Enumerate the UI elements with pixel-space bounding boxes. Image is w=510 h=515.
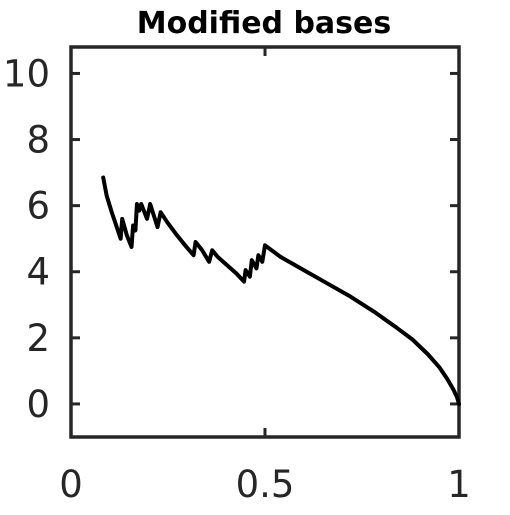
y-tick-label: 2 [26, 317, 50, 360]
series-line [101, 175, 461, 406]
x-tick-label: 0.5 [236, 463, 295, 506]
chart-title: Modified bases [137, 6, 392, 41]
x-tick-label: 0 [59, 463, 83, 506]
axis-ticks [69, 47, 461, 437]
y-tick-label: 6 [26, 185, 50, 228]
y-tick-label: 8 [26, 119, 50, 162]
y-tick-label: 10 [3, 52, 50, 95]
x-tick-label: 1 [447, 463, 471, 506]
series-group [101, 175, 461, 406]
y-tick-label: 4 [26, 251, 50, 294]
y-tick-label: 0 [26, 383, 50, 426]
